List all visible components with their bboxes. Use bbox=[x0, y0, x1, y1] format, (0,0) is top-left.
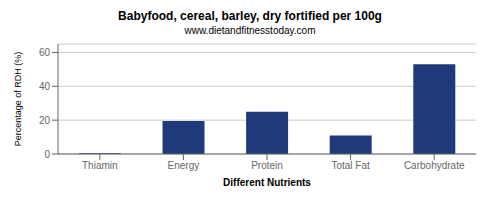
svg-text:Protein: Protein bbox=[251, 160, 283, 171]
svg-text:60: 60 bbox=[39, 47, 51, 58]
html-text:Babyfood, cereal, barley, dry: Babyfood, cereal, barley, dry fortified … bbox=[118, 9, 382, 23]
svg-text:Thiamin: Thiamin bbox=[82, 160, 118, 171]
svg-text:Different Nutrients: Different Nutrients bbox=[223, 177, 311, 188]
svg-text:40: 40 bbox=[39, 81, 51, 92]
svg-text:Energy: Energy bbox=[168, 160, 200, 171]
svg-text:Carbohydrate: Carbohydrate bbox=[404, 160, 465, 171]
svg-text:Total Fat: Total Fat bbox=[331, 160, 370, 171]
html-text:www.dietandfitnesstoday.com: www.dietandfitnesstoday.com bbox=[184, 25, 316, 36]
svg-text:0: 0 bbox=[44, 149, 50, 160]
svg-text:20: 20 bbox=[39, 115, 51, 126]
svg-text:Percentage of RDH (%): Percentage of RDH (%) bbox=[13, 52, 23, 147]
